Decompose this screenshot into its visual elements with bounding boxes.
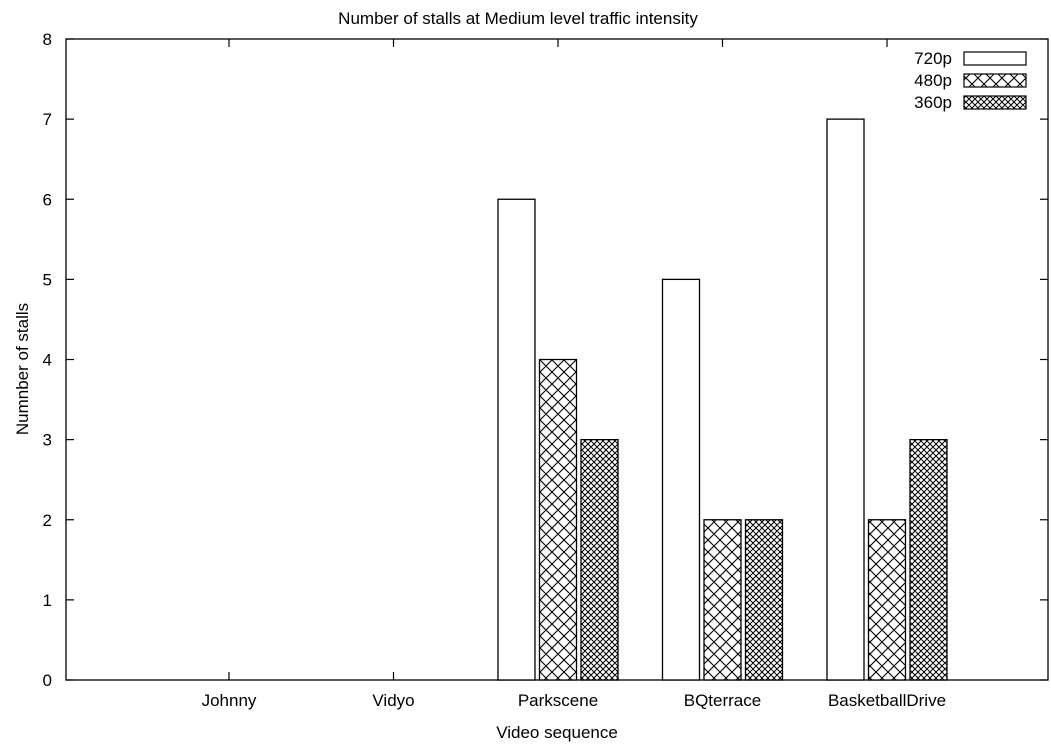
y-axis-ticks: 0 1 2 3 4 5 6 7 8	[43, 30, 1048, 690]
y-tick-label: 7	[43, 110, 52, 129]
x-axis-ticks: Johnny Vidyo Parkscene BQterrace BasketballD…	[202, 39, 946, 710]
y-tick-label: 6	[43, 190, 52, 209]
y-axis-label: Numnber of stalls	[13, 303, 32, 435]
y-tick-label: 4	[43, 351, 52, 370]
x-tick-label: Parkscene	[518, 691, 598, 710]
legend-swatch-480p	[963, 73, 1027, 88]
legend-swatch-360p	[963, 95, 1027, 110]
bar-360p-bqterrace	[744, 519, 784, 681]
legend: 720p 480p 360p	[914, 49, 1027, 112]
legend-swatch-720p	[963, 51, 1027, 66]
bar-360p-parkscene	[580, 438, 619, 681]
y-tick-label: 3	[43, 431, 52, 450]
x-tick-label: Vidyo	[372, 691, 414, 710]
y-tick-label: 5	[43, 270, 52, 289]
bar-720p-bqterrace	[661, 278, 701, 681]
bar-360p-basketballdrive	[909, 438, 948, 681]
bars	[497, 118, 948, 681]
y-tick-label: 8	[43, 30, 52, 49]
legend-label: 720p	[914, 49, 952, 68]
y-tick-label: 1	[43, 591, 52, 610]
x-tick-label: BasketballDrive	[828, 691, 946, 710]
x-axis-label: Video sequence	[496, 723, 618, 742]
bar-720p-basketballdrive	[826, 118, 865, 681]
bar-480p-bqterrace	[703, 519, 742, 681]
legend-label: 360p	[914, 93, 952, 112]
bar-480p-basketballdrive	[867, 519, 907, 681]
y-tick-label: 2	[43, 511, 52, 530]
x-tick-label: BQterrace	[684, 691, 761, 710]
x-tick-label: Johnny	[202, 691, 257, 710]
y-tick-label: 0	[43, 671, 52, 690]
legend-label: 480p	[914, 71, 952, 90]
bar-480p-parkscene	[538, 358, 578, 681]
bar-720p-parkscene	[497, 198, 536, 681]
chart-title: Number of stalls at Medium level traffic…	[338, 9, 698, 28]
